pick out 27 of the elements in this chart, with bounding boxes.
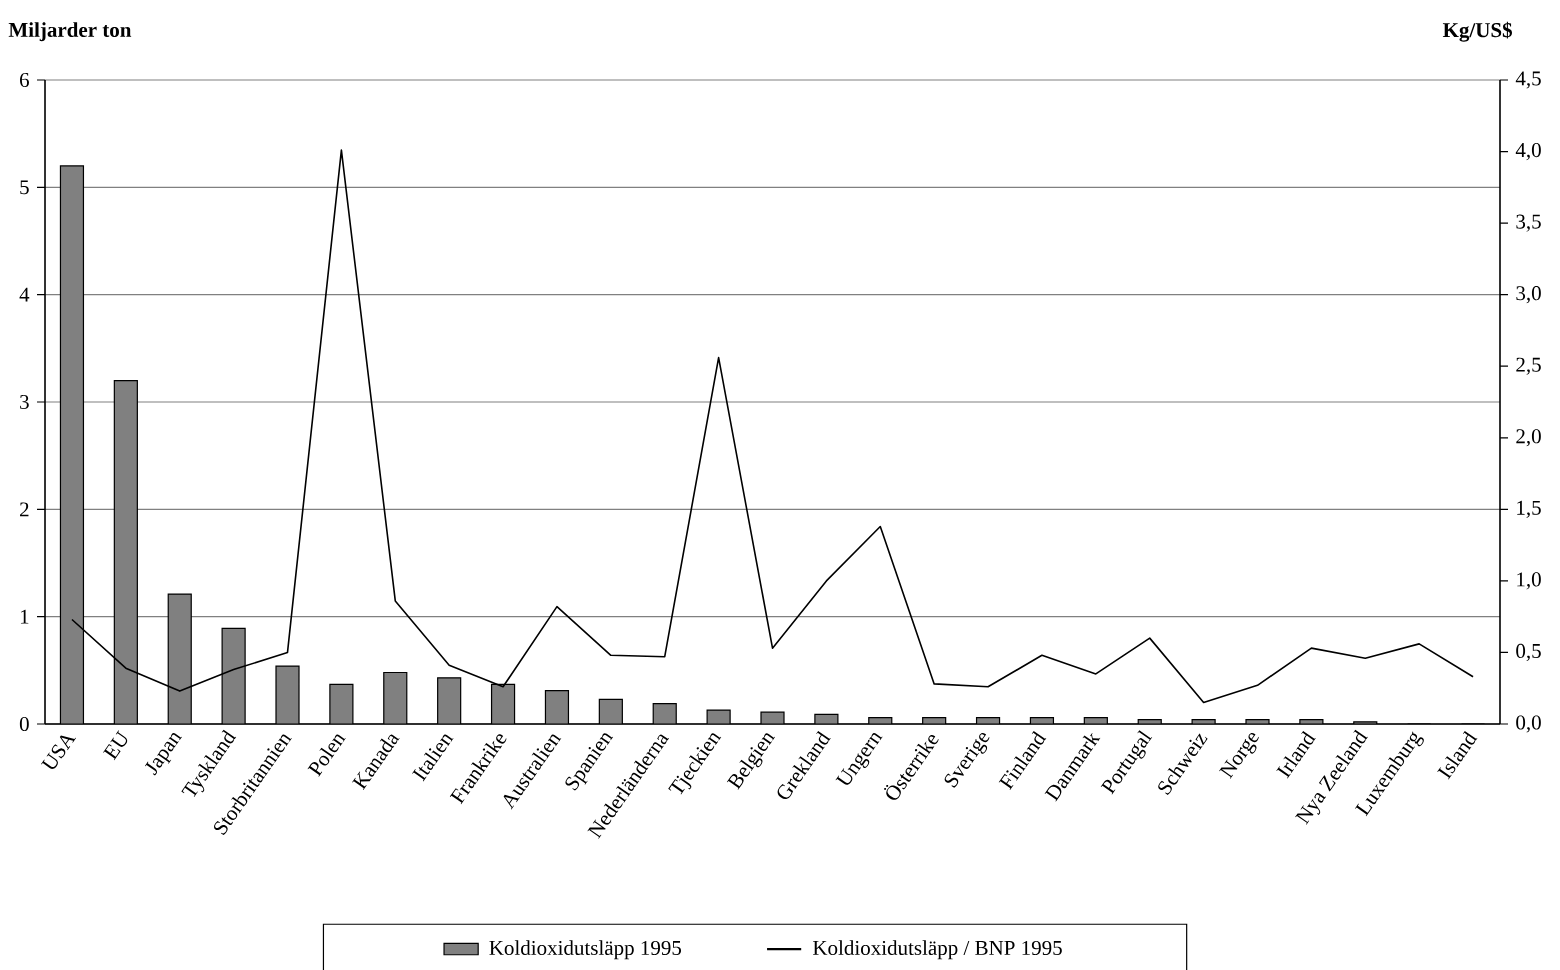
y-tick-label: 4 [19,287,30,302]
y2-tick-label: 2,5 [1516,357,1541,375]
y-tick-label: 5 [20,180,29,195]
bar [544,690,570,724]
y2-tick-label: 4,0 [1515,142,1541,161]
bar [383,671,408,724]
y-axis-title: Miljarder ton [8,22,132,42]
y2-tick-label: 3,5 [1516,214,1541,232]
x-tick-label: USA [41,735,77,769]
y-tick-label: 0 [19,716,29,732]
bar [437,677,462,724]
y-tick-label: 2 [20,502,29,517]
y-tick-label: 6 [20,72,29,88]
y2-tick-label: 0,0 [1516,715,1541,733]
y2-tick-label: 3,0 [1516,286,1541,304]
y2-tick-label: 0,5 [1516,643,1541,662]
legend-label: Koldioxidutsläpp 1995 [489,940,682,960]
y2-tick-label: 4,5 [1515,71,1541,89]
y2-tick-label: 1,0 [1517,572,1541,590]
y-tick-label: 1 [20,609,29,624]
y2-tick-label: 2,0 [1516,429,1541,447]
y2-tick-label: 1,5 [1517,500,1541,518]
bar [490,683,516,724]
y2-axis-title: Kg/US$ [1442,21,1513,42]
y-tick-label: 3 [20,394,29,410]
legend-label: Koldioxidutsläpp / BNP 1995 [812,940,1062,960]
x-tick-label: EU [103,730,128,761]
